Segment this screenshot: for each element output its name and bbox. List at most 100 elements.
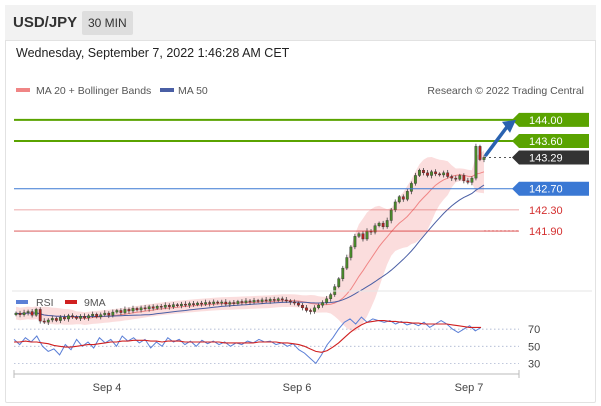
candle <box>393 201 397 211</box>
candle <box>228 302 232 305</box>
candle <box>91 313 95 316</box>
candle <box>317 304 320 309</box>
candle <box>155 306 159 309</box>
candle <box>470 177 474 183</box>
candle <box>401 196 405 200</box>
candle <box>14 312 18 315</box>
candle <box>123 309 127 313</box>
candle <box>42 320 46 323</box>
candle <box>373 225 377 233</box>
candle <box>385 220 389 228</box>
candle <box>377 222 381 226</box>
candle <box>192 303 195 305</box>
candle <box>236 301 240 304</box>
legend-rsi-label: RSI <box>36 297 54 309</box>
candle <box>180 303 183 306</box>
candle <box>361 233 365 240</box>
candle <box>111 311 115 316</box>
level-tag-144-00 <box>512 112 589 127</box>
candle <box>99 314 103 318</box>
candle <box>79 316 82 319</box>
candle <box>83 316 86 319</box>
level-label-143-29: 143.29 <box>529 152 563 164</box>
copyright-text: Research © 2022 Trading Central <box>427 85 584 97</box>
candle <box>71 315 74 318</box>
candle <box>220 301 224 304</box>
candle <box>309 310 312 312</box>
chart-frame <box>5 5 596 403</box>
legend-9ma-swatch <box>65 300 77 304</box>
candle <box>478 146 482 160</box>
candle <box>143 307 147 310</box>
x-tick-sep7: Sep 7 <box>455 382 484 394</box>
candle <box>18 312 22 315</box>
candle <box>276 298 280 301</box>
candle <box>418 169 421 176</box>
candle <box>414 175 417 184</box>
candle <box>430 171 433 176</box>
candle <box>474 146 478 179</box>
candle <box>135 308 139 311</box>
level-label-143-60: 143.60 <box>529 136 563 148</box>
candle <box>67 315 70 320</box>
candle <box>184 303 187 306</box>
candle <box>422 169 425 174</box>
level-tag-143-60 <box>512 134 589 149</box>
level-label-142-70: 142.70 <box>529 184 563 196</box>
candle <box>26 311 30 313</box>
candle <box>115 310 119 313</box>
candle <box>212 301 216 304</box>
candle <box>248 300 252 303</box>
candle <box>63 317 66 320</box>
rsi-plot: 70 50 30 <box>13 316 540 370</box>
legend-ma50-label: MA 50 <box>178 85 208 97</box>
candle <box>297 302 300 306</box>
candle <box>224 301 228 305</box>
candle <box>107 312 111 316</box>
candle <box>159 306 163 308</box>
interval-button[interactable]: 30 MIN <box>82 11 133 35</box>
candle <box>196 302 199 305</box>
candle <box>163 304 167 308</box>
legend-ma20-label: MA 20 + Bollinger Bands <box>36 85 151 97</box>
candle <box>256 300 260 302</box>
main-plot: 144.00 143.60 143.29 142.70 142.30 141.90 <box>14 112 589 332</box>
candle <box>268 299 272 302</box>
symbol-title: USD/JPY <box>13 14 78 31</box>
level-label-141-90: 141.90 <box>529 226 563 238</box>
candle <box>204 302 208 305</box>
legend-ma20-swatch <box>16 88 30 92</box>
candle <box>313 307 316 312</box>
candle <box>54 318 58 321</box>
candle <box>337 278 341 287</box>
candle <box>75 316 78 319</box>
forecast-arrow-shaft <box>484 125 509 157</box>
candle <box>22 312 26 315</box>
candle <box>200 302 203 305</box>
candle <box>34 309 38 316</box>
candle <box>434 171 437 175</box>
candle <box>397 196 401 203</box>
candle <box>175 304 179 306</box>
legend-ma50-swatch <box>160 88 174 92</box>
rsi-tick-70: 70 <box>528 324 540 336</box>
candle <box>288 300 292 303</box>
candle <box>58 317 62 321</box>
candle <box>280 298 284 301</box>
level-label-144-00: 144.00 <box>529 115 563 127</box>
candle <box>272 299 276 301</box>
candle <box>454 177 458 180</box>
candle <box>240 301 244 303</box>
candle <box>458 175 462 180</box>
candle <box>244 300 248 303</box>
level-label-142-30: 142.30 <box>529 205 563 217</box>
level-tag-143-29 <box>512 150 589 165</box>
candle <box>329 294 333 300</box>
candle <box>389 209 393 221</box>
candle <box>462 175 466 181</box>
candle <box>208 302 212 304</box>
rsi-series-9ma <box>14 320 481 353</box>
x-tick-sep6: Sep 6 <box>283 382 312 394</box>
candle <box>381 222 385 228</box>
